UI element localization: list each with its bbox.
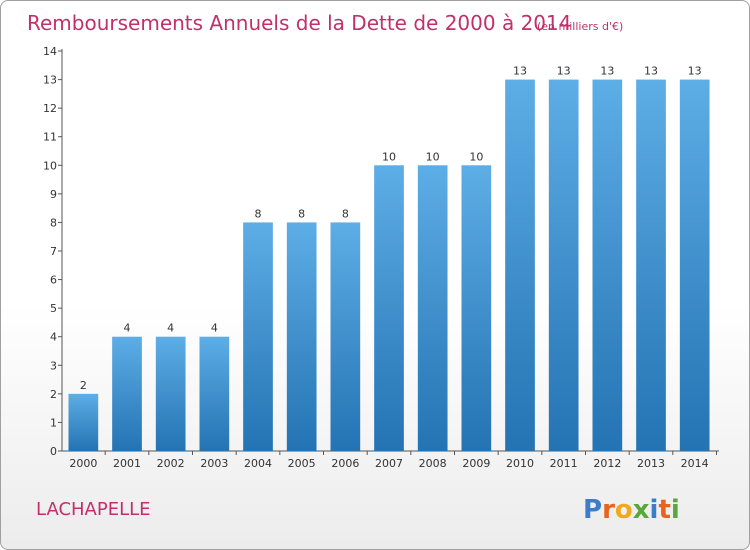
x-tick-label-2007: 2007	[375, 457, 403, 470]
x-tick-label-2009: 2009	[462, 457, 490, 470]
data-label-2004: 8	[255, 207, 262, 220]
data-label-2005: 8	[298, 207, 305, 220]
data-label-2012: 13	[600, 65, 614, 78]
y-tick-label: 5	[50, 302, 57, 315]
bar-2008	[417, 165, 448, 452]
data-label-2011: 13	[557, 65, 571, 78]
data-label-2014: 13	[688, 65, 702, 78]
y-tick-label: 8	[50, 216, 57, 229]
x-tick-label-2011: 2011	[550, 457, 578, 470]
y-tick-label: 9	[50, 188, 57, 201]
y-tick-label: 6	[50, 274, 57, 287]
y-tick-label: 0	[50, 445, 57, 458]
x-tick-label-2002: 2002	[157, 457, 185, 470]
bar-2000	[68, 393, 99, 451]
bar-2011	[548, 79, 579, 452]
bar-2007	[374, 165, 404, 452]
x-tick-label-2014: 2014	[681, 457, 709, 470]
data-label-2007: 10	[382, 150, 396, 163]
bar-2001	[112, 336, 142, 451]
chart-title: Remboursements Annuels de la Dette de 20…	[27, 11, 571, 35]
data-label-2010: 13	[513, 65, 527, 78]
chart-subtitle: (en milliers d'€)	[537, 20, 623, 33]
bar-2006	[330, 222, 361, 451]
data-label-2000: 2	[80, 379, 87, 392]
data-label-2013: 13	[644, 65, 658, 78]
data-label-2006: 8	[342, 207, 349, 220]
bar-2002	[155, 336, 186, 451]
data-label-2008: 10	[426, 150, 440, 163]
bar-2012	[592, 79, 623, 452]
proxiti-logo: Proxiti	[583, 495, 680, 525]
x-tick-label-2004: 2004	[244, 457, 272, 470]
bar-2009	[461, 165, 492, 452]
x-tick-label-2013: 2013	[637, 457, 665, 470]
x-tick-label-2006: 2006	[331, 457, 359, 470]
bar-2010	[505, 79, 535, 452]
x-tick-label-2010: 2010	[506, 457, 534, 470]
y-tick-label: 2	[50, 388, 57, 401]
data-label-2009: 10	[469, 150, 483, 163]
x-axis: 2000 2001 2002 2003 2004 2005 2006 2007 2008 2009…	[62, 450, 719, 470]
data-label-2001: 4	[124, 322, 131, 335]
bar-2004	[243, 222, 273, 451]
x-tick-label-2001: 2001	[113, 457, 141, 470]
y-tick-label: 14	[43, 45, 57, 58]
x-tick-label-2003: 2003	[200, 457, 228, 470]
y-tick-label: 1	[50, 416, 57, 429]
data-label-2003: 4	[211, 322, 218, 335]
bar-2013	[636, 79, 666, 452]
y-tick-label: 12	[43, 102, 57, 115]
y-tick-label: 7	[50, 245, 57, 258]
y-tick-label: 11	[43, 131, 57, 144]
x-tick-label-2005: 2005	[288, 457, 316, 470]
y-tick-label: 10	[43, 159, 57, 172]
bar-2003	[199, 336, 230, 451]
data-label-2002: 4	[167, 322, 174, 335]
x-tick-label-2012: 2012	[593, 457, 621, 470]
bars-group: 2 4 4 4 8 8 8 10 10 10 13 13 13 13 13	[68, 65, 710, 452]
x-tick-label-2008: 2008	[419, 457, 447, 470]
y-tick-label: 4	[50, 331, 57, 344]
x-tick-label-2000: 2000	[69, 457, 97, 470]
y-tick-label: 13	[43, 74, 57, 87]
place-name: LACHAPELLE	[36, 499, 151, 520]
y-tick-label: 3	[50, 359, 57, 372]
bar-2005	[286, 222, 317, 451]
bar-2014	[679, 79, 710, 452]
